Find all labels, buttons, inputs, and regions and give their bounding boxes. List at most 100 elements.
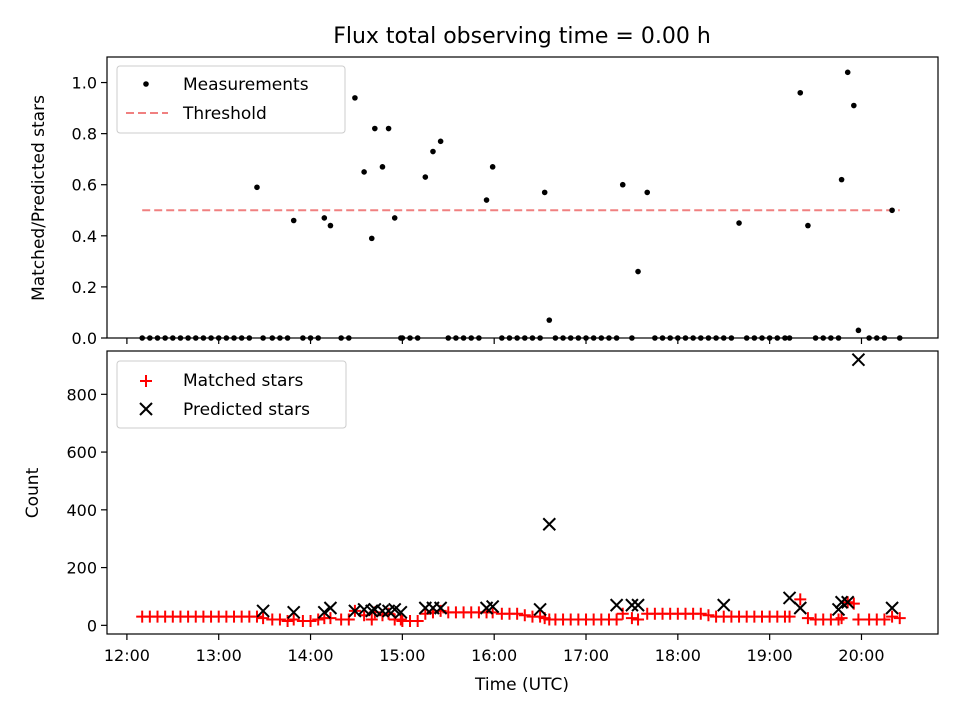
measurement-point xyxy=(414,335,421,341)
legend-threshold-label: Threshold xyxy=(182,104,267,124)
matched-star-point xyxy=(893,612,906,625)
measurement-point xyxy=(300,335,306,341)
x-tick-label: 14:00 xyxy=(287,646,333,665)
measurement-point xyxy=(552,335,559,341)
predicted-star-point xyxy=(631,598,645,612)
predicted-star-point xyxy=(834,595,849,609)
measurement-point xyxy=(546,317,553,323)
predicted-star-point xyxy=(840,595,855,609)
measurement-point xyxy=(590,335,597,341)
measurement-point xyxy=(619,181,626,188)
measurement-point xyxy=(567,335,574,341)
measurement-point xyxy=(896,335,903,341)
measurement-point xyxy=(372,125,378,132)
bottom-y-tick-label: 800 xyxy=(66,385,97,404)
measurement-point xyxy=(751,335,758,341)
x-tick-label: 19:00 xyxy=(747,646,793,665)
predicted-star-point xyxy=(317,605,332,620)
x-tick-label: 15:00 xyxy=(379,646,425,665)
legend-predicted-label: Predicted stars xyxy=(183,400,310,420)
legend-matched-label: Matched stars xyxy=(183,371,303,391)
measurement-point xyxy=(537,335,543,341)
measurement-point xyxy=(391,215,398,221)
predicted-star-point xyxy=(323,601,338,615)
measurement-point xyxy=(321,215,328,221)
measurement-point xyxy=(192,335,199,341)
x-axis-label: Time (UTC) xyxy=(474,675,569,695)
measurement-point xyxy=(690,335,696,341)
top-y-axis-label: Matched/Predicted stars xyxy=(29,95,49,301)
top-panel: 0.0 0.2 0.4 0.6 0.8 1.0 Matched/Predicted sta… xyxy=(29,56,939,348)
matched-star-point xyxy=(257,612,270,625)
bottom-y-tick-label: 200 xyxy=(66,559,97,578)
matched-star-point xyxy=(419,607,432,620)
measurement-point xyxy=(368,235,375,242)
measurement-point xyxy=(430,148,436,155)
measurement-point xyxy=(315,335,321,341)
predicted-star-point xyxy=(851,352,866,367)
measurement-point xyxy=(705,335,712,341)
measurement-point xyxy=(697,335,704,341)
bottom-legend: Matched stars Predicted stars xyxy=(116,360,347,429)
matched-star-point xyxy=(852,613,865,626)
matched-star-point xyxy=(886,610,899,623)
matched-star-point xyxy=(287,613,300,626)
measurement-point xyxy=(200,335,207,341)
measurement-point xyxy=(838,176,845,183)
measurement-point xyxy=(246,335,253,341)
measurement-point xyxy=(613,335,620,341)
bottom-y-tick-label: 0 xyxy=(87,616,97,635)
measurement-point xyxy=(238,335,245,341)
chart-title: Flux total observing time = 0.00 h xyxy=(333,24,711,49)
measurement-point xyxy=(720,335,727,341)
predicted-star-point xyxy=(717,598,731,612)
measurement-point xyxy=(208,335,214,341)
x-tick-label: 13:00 xyxy=(196,646,242,665)
measurement-point xyxy=(346,335,352,341)
measurement-point xyxy=(254,184,260,191)
bottom-y-tick-label: 400 xyxy=(66,501,97,520)
measurement-point xyxy=(422,174,429,180)
measurement-point xyxy=(185,335,191,341)
bottom-y-ticks: 0 200 400 600 800 xyxy=(66,385,107,635)
measurement-point xyxy=(873,335,880,341)
legend-measurements-label: Measurements xyxy=(183,75,309,95)
matched-star-point xyxy=(702,609,715,622)
top-y-tick-label: 0.0 xyxy=(72,329,97,348)
measurement-point xyxy=(782,335,788,341)
measurement-point xyxy=(147,335,153,341)
predicted-star-point xyxy=(625,598,639,612)
measurement-point xyxy=(797,89,804,96)
measurement-point xyxy=(774,335,781,341)
matched-star-point xyxy=(878,613,891,626)
matched-star-point xyxy=(610,613,623,626)
measurement-point xyxy=(844,69,851,76)
predicted-star-point xyxy=(609,598,624,612)
measurement-point xyxy=(338,335,344,341)
measurements-layer xyxy=(139,69,903,341)
measurement-point xyxy=(851,102,857,109)
top-y-tick-label: 0.6 xyxy=(72,176,97,195)
matched-star-point xyxy=(394,613,407,626)
legend-matched-marker xyxy=(140,375,152,387)
measurement-point xyxy=(437,138,444,145)
measurement-point xyxy=(290,217,297,224)
measurement-point xyxy=(635,268,641,275)
measurement-point xyxy=(644,189,651,196)
measurement-point xyxy=(529,335,536,341)
matched-stars-layer xyxy=(136,593,906,628)
predicted-star-point xyxy=(782,591,797,605)
top-x-ticks xyxy=(126,338,863,344)
measurement-point xyxy=(352,95,358,101)
measurement-point xyxy=(682,335,689,341)
matched-star-point xyxy=(794,593,807,606)
measurement-point xyxy=(154,335,161,341)
measurement-point xyxy=(881,335,888,341)
matched-star-point xyxy=(365,613,378,626)
matched-star-point xyxy=(518,609,531,622)
bottom-legend-box xyxy=(116,360,347,429)
top-y-tick-label: 1.0 xyxy=(72,74,97,93)
top-y-tick-label: 0.8 xyxy=(72,125,97,144)
measurement-point xyxy=(659,335,666,341)
measurement-point xyxy=(327,222,334,229)
